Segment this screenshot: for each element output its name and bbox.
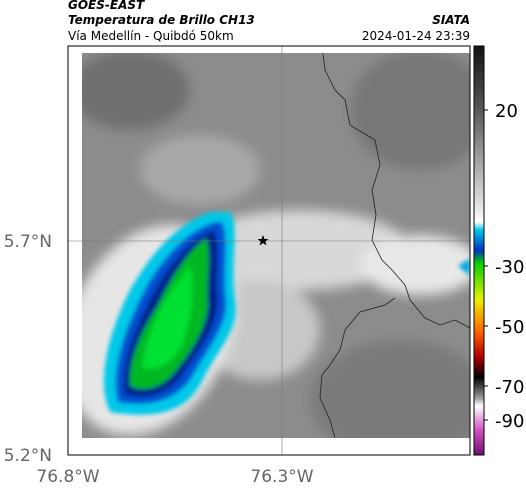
colorbar: 20 -30 -50 -70 -90	[473, 45, 524, 456]
satellite-image	[67, 45, 471, 456]
lon-label: 76.8°W	[36, 467, 99, 487]
location: Vía Medellín - Quibdó 50km	[68, 29, 234, 43]
datetime: 2024-01-24 23:39	[362, 29, 470, 43]
colorbar-tick: -50	[495, 317, 524, 338]
source: SIATA	[432, 13, 470, 27]
axis-labels: 5.7°N 5.2°N 76.8°W 76.3°W	[4, 232, 314, 487]
colorbar-tick: 20	[495, 101, 518, 122]
colorbar-tick: -30	[495, 257, 524, 278]
subtitle: Temperatura de Brillo CH13	[68, 13, 255, 27]
colorbar-tick: -90	[495, 411, 524, 432]
lon-label: 76.3°W	[250, 467, 313, 487]
lat-label: 5.2°N	[4, 446, 52, 466]
header: GOES-EAST Temperatura de Brillo CH13 Vía…	[68, 0, 470, 43]
title: GOES-EAST	[68, 0, 145, 12]
colorbar-tick: -70	[495, 377, 524, 398]
lat-label: 5.7°N	[4, 232, 52, 252]
